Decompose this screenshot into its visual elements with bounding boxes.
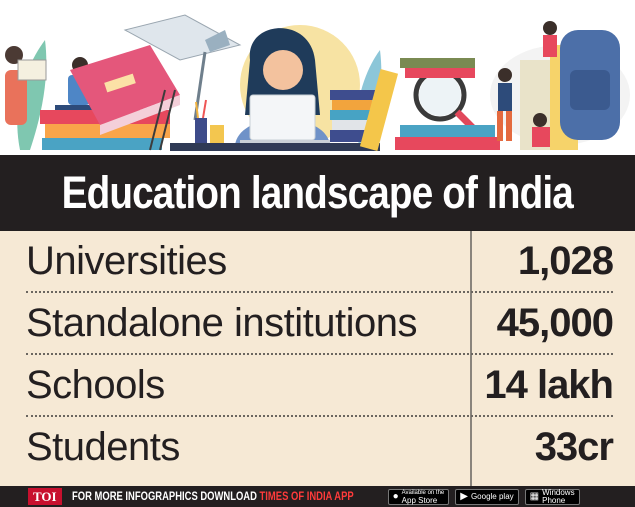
table-row: Schools 14 lakh: [0, 355, 635, 417]
row-label: Universities: [26, 239, 227, 283]
app-store-badge[interactable]: ● Available on the App Store: [387, 488, 450, 505]
store-line1: Available on the: [401, 489, 445, 496]
table-row: Standalone institutions 45,000: [0, 293, 635, 355]
row-value: 45,000: [496, 301, 614, 345]
store-line2: Phone: [542, 495, 566, 505]
dotted-divider: [26, 353, 613, 355]
stats-table: Universities 1,028 Standalone institutio…: [0, 231, 635, 486]
title-bar: Education landscape of India: [0, 155, 635, 231]
dotted-divider: [26, 415, 613, 417]
table-row: Universities 1,028: [0, 231, 635, 293]
column-divider: [470, 231, 472, 486]
row-value: 1,028: [517, 239, 614, 283]
promo-app-name[interactable]: TIMES OF INDIA APP: [259, 490, 354, 503]
page-title: Education landscape of India: [61, 167, 574, 218]
store-line1: Windows: [542, 487, 575, 497]
row-label: Standalone institutions: [26, 301, 418, 345]
promo-label: FOR MORE INFOGRAPHICS DOWNLOAD: [71, 490, 260, 503]
windows-phone-badge[interactable]: ▦ Windows Phone: [524, 487, 580, 505]
row-label: Schools: [26, 363, 165, 407]
apple-icon: ●: [392, 490, 399, 502]
toi-logo[interactable]: TOI: [28, 488, 62, 505]
windows-icon: ▦: [529, 490, 540, 502]
row-label: Students: [26, 425, 180, 469]
row-value: 14 lakh: [484, 363, 614, 407]
header-illustration: [0, 0, 635, 155]
google-play-icon: ▶: [460, 490, 468, 502]
footer-bar: TOI FOR MORE INFOGRAPHICS DOWNLOAD TIMES…: [0, 486, 635, 507]
table-row: Students 33cr: [0, 417, 635, 479]
store-line2: Google play: [470, 491, 514, 501]
education-illustration: [5, 14, 630, 151]
row-value: 33cr: [534, 425, 614, 469]
promo-text: FOR MORE INFOGRAPHICS DOWNLOAD TIMES OF …: [71, 490, 354, 503]
dotted-divider: [26, 291, 613, 293]
store-line2: App Store: [401, 495, 438, 505]
google-play-badge[interactable]: ▶ Google play: [455, 488, 519, 505]
